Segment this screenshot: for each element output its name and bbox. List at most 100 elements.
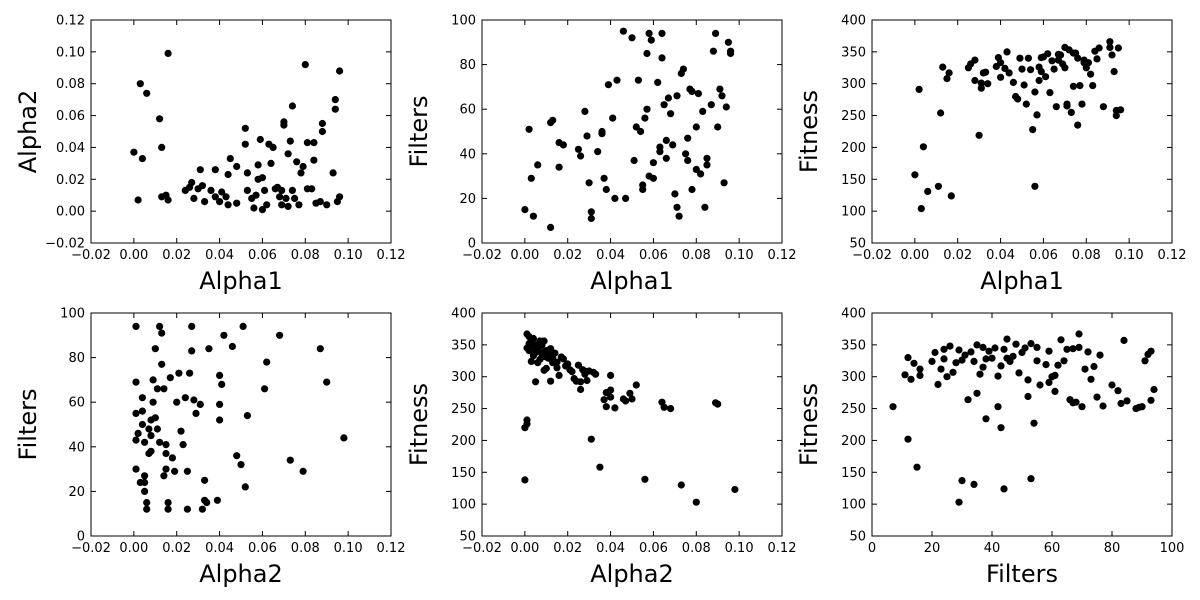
scatter-point xyxy=(291,194,299,202)
scatter-point xyxy=(1030,419,1038,427)
scatter-point xyxy=(175,369,183,377)
scatter-point xyxy=(525,125,533,133)
scatter-point xyxy=(1012,340,1020,348)
axes-frame xyxy=(871,19,1173,244)
scatter-point xyxy=(1117,106,1125,114)
y-tick-label: 150 xyxy=(841,466,866,481)
scatter-point xyxy=(947,192,955,200)
scatter-point xyxy=(527,357,535,365)
scatter-point xyxy=(138,155,146,163)
scatter-point xyxy=(183,467,191,475)
scatter-point xyxy=(136,80,144,88)
y-axis-label: Filters xyxy=(405,96,433,168)
scatter-point xyxy=(1042,361,1050,369)
y-tick-label: 20 xyxy=(459,192,476,207)
scatter-point xyxy=(916,371,924,379)
scatter-point xyxy=(1074,121,1082,129)
scatter-point xyxy=(233,452,241,460)
scatter-point xyxy=(1033,111,1041,119)
x-tick-label: 0.06 xyxy=(1029,248,1058,263)
scatter-point xyxy=(971,76,979,85)
scatter-point xyxy=(207,186,215,194)
y-tick-label: 100 xyxy=(60,307,85,322)
scatter-point xyxy=(211,193,219,201)
scatter-point xyxy=(997,362,1005,370)
scatter-point xyxy=(679,65,688,73)
x-tick-label: 40 xyxy=(984,541,1001,556)
scatter-point xyxy=(1005,69,1013,77)
scatter-point xyxy=(622,397,630,405)
scatter-point xyxy=(997,59,1005,67)
scatter-point xyxy=(303,139,311,147)
scatter-point xyxy=(928,357,936,365)
scatter-point xyxy=(641,475,649,483)
scatter-point xyxy=(551,349,559,357)
y-tick-label: 150 xyxy=(451,466,476,481)
scatter-point xyxy=(1084,59,1092,67)
scatter-point xyxy=(529,212,538,220)
scatter-point xyxy=(718,92,726,100)
scatter-point xyxy=(1031,182,1039,190)
scatter-point xyxy=(716,85,724,93)
scatter-point xyxy=(1099,402,1107,410)
scatter-point xyxy=(282,194,290,202)
scatter-point xyxy=(134,196,142,204)
scatter-point xyxy=(658,29,666,37)
scatter-point xyxy=(1009,352,1017,360)
x-axis-label: Alpha1 xyxy=(590,267,674,295)
scatter-point xyxy=(574,145,583,153)
scatter-point xyxy=(263,358,271,366)
scatter-point xyxy=(190,194,198,202)
scatter-point xyxy=(602,403,610,411)
scatter-point xyxy=(643,105,651,113)
scatter-point xyxy=(198,182,206,190)
scatter-point xyxy=(656,143,664,151)
scatter-point xyxy=(141,438,149,446)
scatter-panel-3: −0.02 0.00 0.02 0.04 0.06 0.08 0.10 0.12 50 100 15… xyxy=(795,14,1186,296)
x-tick-label: 0.08 xyxy=(291,248,320,263)
scatter-point xyxy=(216,416,224,424)
scatter-point xyxy=(1048,57,1056,65)
scatter-point xyxy=(703,161,711,169)
x-tick-label: 0.04 xyxy=(986,248,1015,263)
scatter-point xyxy=(660,403,668,411)
scatter-point xyxy=(673,203,681,211)
y-tick-label: 0.08 xyxy=(56,77,85,92)
scatter-point xyxy=(1061,64,1069,72)
scatter-point xyxy=(130,148,138,156)
x-tick-label: 0.06 xyxy=(248,248,277,263)
scatter-point xyxy=(1037,68,1045,76)
scatter-point xyxy=(269,143,277,151)
scatter-point xyxy=(647,36,655,44)
scatter-point xyxy=(1057,336,1065,344)
scatter-point xyxy=(188,322,196,330)
scatter-point xyxy=(984,80,992,88)
scatter-point xyxy=(201,476,209,484)
scatter-point xyxy=(940,345,948,353)
scatter-point xyxy=(662,136,670,144)
scatter-point xyxy=(1057,51,1065,59)
scatter-point xyxy=(613,76,621,84)
scatter-point xyxy=(667,405,675,413)
scatter-point xyxy=(967,348,975,356)
scatter-point xyxy=(684,156,692,165)
scatter-point xyxy=(297,169,305,177)
y-tick-label: 50 xyxy=(459,530,476,545)
scatter-point xyxy=(1074,54,1082,62)
scatter-point xyxy=(688,185,696,194)
scatter-point xyxy=(701,203,709,211)
axes-frame xyxy=(481,19,783,244)
scatter-point xyxy=(1052,103,1060,111)
scatter-point xyxy=(340,434,348,442)
scatter-point xyxy=(310,139,318,147)
scatter-point xyxy=(286,456,294,464)
y-tick-label: 50 xyxy=(849,237,866,252)
scatter-point xyxy=(1081,365,1089,373)
scatter-point xyxy=(1123,397,1131,405)
scatter-point xyxy=(1009,78,1018,86)
scatter-point xyxy=(977,84,985,92)
scatter-point xyxy=(720,179,728,187)
scatter-point xyxy=(1095,44,1103,52)
scatter-point xyxy=(583,376,591,385)
scatter-point xyxy=(943,75,951,83)
